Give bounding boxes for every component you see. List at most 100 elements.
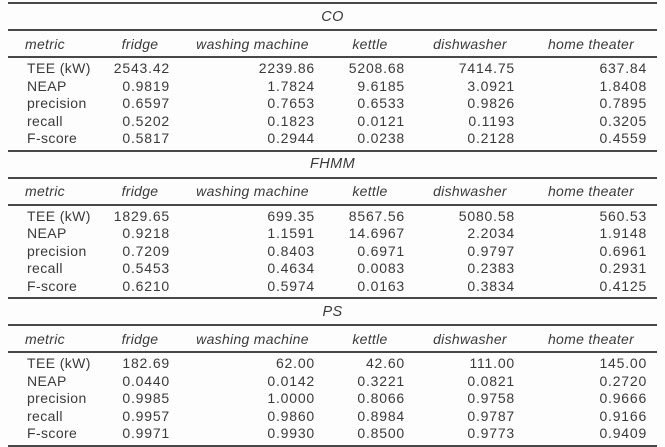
table-row: NEAP 0.0440 0.0142 0.3221 0.0821 0.2720 [8,373,657,391]
value-cell: 0.9819 [122,77,170,94]
value-cell: 0.6971 [357,242,405,259]
value-cell: 0.2128 [415,130,525,152]
value-cell: 0.4634 [267,260,315,276]
value-cell: 0.9773 [415,425,525,447]
table-row: recall 0.9957 0.9860 0.8984 0.9787 0.916… [8,408,657,426]
column-header-washing-machine: washing machine [180,177,325,206]
value-cell: 699.35 [267,207,315,224]
metric-label: TEE (kW) [27,60,91,76]
metric-label: NEAP [27,372,67,389]
value-cell: 111.00 [469,355,515,371]
value-cell: 1.0000 [267,390,315,406]
value-cell: 145.00 [599,355,648,371]
value-cell: 0.0142 [267,372,315,389]
value-cell: 1.9148 [599,225,648,241]
value-cell: 0.9409 [525,425,658,447]
column-header-washing-machine: washing machine [180,325,325,353]
value-cell: 0.9826 [467,95,515,111]
column-header-metric: metric [8,325,100,353]
value-cell: 0.8500 [325,425,415,447]
column-header-row: metric fridge washing machine kettle dis… [8,325,658,353]
section-title-fhmm: FHMM [8,150,658,179]
table-section-title-row: PS [8,298,658,326]
value-cell: 0.9166 [599,407,648,424]
value-cell: 5208.68 [348,60,405,76]
value-cell: 3.0921 [467,77,515,94]
metric-label: TEE (kW) [27,207,91,224]
value-cell: 0.9985 [122,390,170,406]
value-cell: 0.6210 [100,277,180,299]
value-cell: 0.8066 [357,390,405,406]
table-row: precision 0.6597 0.7653 0.6533 0.9826 0.… [8,95,657,113]
value-cell: 0.3205 [599,112,648,129]
table-row: recall 0.5202 0.1823 0.0121 0.1193 0.320… [8,113,657,131]
table-row: F-score 0.9971 0.9930 0.8500 0.9773 0.94… [8,425,658,447]
value-cell: 0.3834 [415,277,525,299]
value-cell: 637.84 [599,60,648,76]
value-cell: 1.7824 [267,77,315,94]
table-row: precision 0.9985 1.0000 0.8066 0.9758 0.… [8,390,657,408]
value-cell: 0.0238 [325,130,415,152]
table-row: NEAP 0.9819 1.7824 9.6185 3.0921 1.8408 [8,78,657,96]
value-cell: 0.0121 [357,112,405,129]
value-cell: 8567.56 [348,207,405,224]
value-cell: 0.9957 [122,407,170,424]
value-cell: 0.3221 [357,372,405,389]
value-cell: 0.5202 [122,112,170,129]
column-header-kettle: kettle [325,177,415,206]
metric-label: TEE (kW) [27,355,91,371]
value-cell: 2543.42 [113,60,170,76]
value-cell: 0.9797 [467,242,515,259]
metric-label: F-score [8,277,100,299]
column-header-dishwasher: dishwasher [415,30,525,58]
section-title-ps: PS [8,298,658,326]
value-cell: 0.9971 [100,425,180,447]
value-cell: 0.1193 [468,112,515,129]
value-cell: 0.8984 [357,407,405,424]
column-header-metric: metric [8,177,100,206]
value-cell: 1829.65 [113,207,170,224]
value-cell: 1.1591 [267,225,315,241]
value-cell: 0.9930 [180,425,325,447]
value-cell: 0.9860 [267,407,315,424]
table-section-title-row: CO [8,3,658,31]
table-row: precision 0.7209 0.8403 0.6971 0.9797 0.… [8,243,657,261]
value-cell: 0.9787 [467,407,515,424]
section-title-co: CO [8,3,658,31]
value-cell: 2.2034 [467,225,515,241]
column-header-metric: metric [8,30,100,58]
value-cell: 1.8408 [599,77,648,94]
table-row: recall 0.5453 0.4634 0.0083 0.2383 0.293… [8,260,657,278]
value-cell: 0.7209 [122,242,170,259]
value-cell: 0.0163 [325,277,415,299]
column-header-dishwasher: dishwasher [415,325,525,353]
value-cell: 2239.86 [258,60,315,76]
value-cell: 182.69 [122,355,170,371]
column-header-fridge: fridge [100,325,180,353]
value-cell: 0.0083 [357,260,405,276]
value-cell: 0.1823 [267,112,315,129]
value-cell: 42.60 [365,355,405,371]
column-header-home-theater: home theater [525,30,658,58]
metric-label: precision [27,390,87,406]
metric-label: F-score [8,425,100,447]
value-cell: 9.6185 [357,77,405,94]
column-header-fridge: fridge [100,30,180,58]
value-cell: 0.6597 [122,95,170,111]
metric-label: precision [27,95,87,111]
value-cell: 0.2720 [599,372,648,389]
table-row: TEE (kW) 1829.65 699.35 8567.56 5080.58 … [8,205,657,226]
value-cell: 0.2383 [467,260,515,276]
metric-label: precision [27,242,87,259]
value-cell: 560.53 [599,207,648,224]
metric-label: recall [27,112,63,129]
column-header-kettle: kettle [325,325,415,353]
table-section-title-row: FHMM [8,150,658,179]
column-header-home-theater: home theater [525,177,658,206]
table-row: NEAP 0.9218 1.1591 14.6967 2.2034 1.9148 [8,225,657,243]
value-cell: 14.6967 [348,225,405,241]
table-row: TEE (kW) 182.69 62.00 42.60 111.00 145.0… [8,352,657,373]
column-header-fridge: fridge [100,177,180,206]
metric-label: recall [27,407,63,424]
